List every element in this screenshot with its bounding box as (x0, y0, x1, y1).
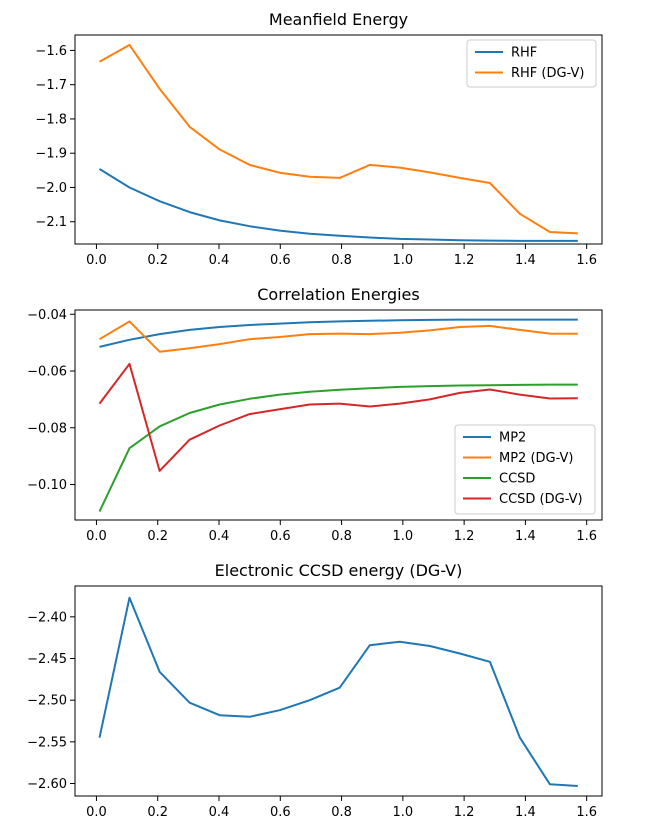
y-tick-label: −0.04 (27, 308, 67, 323)
x-tick-label: 1.4 (515, 805, 536, 820)
y-tick-label: −2.0 (35, 181, 67, 196)
axes-frame (74, 34, 603, 245)
x-tick-label: 0.4 (209, 253, 230, 268)
y-tick-label: −2.50 (27, 694, 67, 709)
y-tick-label: −2.60 (27, 777, 67, 792)
chart-title: Correlation Energies (257, 285, 419, 304)
x-tick-label: 0.4 (209, 529, 230, 544)
x-tick-label: 0.0 (86, 529, 107, 544)
x-tick-label: 0.0 (86, 805, 107, 820)
legend: RHF RHF (DG-V) (466, 39, 597, 88)
x-tick-label: 0.2 (147, 805, 168, 820)
y-tick-label: −0.10 (27, 478, 67, 493)
axes-frame (74, 309, 603, 521)
legend: MP2 MP2 (DG-V) CCSD CCSD (DG-V) (454, 424, 596, 515)
x-tick-label: 1.0 (392, 253, 413, 268)
x-tick-label: 0.2 (147, 253, 168, 268)
chart-title: Electronic CCSD energy (DG-V) (215, 561, 463, 580)
x-tick-label: 0.6 (270, 253, 291, 268)
chart-title: Meanfield Energy (269, 10, 408, 29)
x-tick-label: 1.6 (576, 253, 597, 268)
chart-3: Electronic CCSD energy (DG-V) 0.0 0.2 0.4 0.… (27, 561, 603, 820)
y-tick-label: −2.45 (27, 652, 67, 667)
x-tick-label: 1.6 (576, 529, 597, 544)
series-line-1 (98, 168, 578, 242)
y-tick-label: −1.7 (35, 78, 67, 93)
series-line-1 (99, 318, 578, 348)
y-tick-label: −0.08 (27, 421, 67, 436)
x-tick-label: 0.0 (86, 253, 107, 268)
y-tick-label: −0.06 (27, 365, 67, 380)
x-tick-label: 1.6 (576, 805, 597, 820)
legend-box (454, 424, 596, 515)
x-tick-label: 1.2 (454, 805, 475, 820)
x-tick-label: 0.8 (331, 805, 352, 820)
x-tick-label: 1.2 (454, 529, 475, 544)
x-tick-label: 1.0 (392, 805, 413, 820)
x-tick-label: 0.8 (331, 253, 352, 268)
series-line-4 (98, 362, 578, 472)
y-tick-label: −1.9 (35, 147, 67, 162)
legend-entry: RHF (DG-V) (511, 66, 584, 81)
x-tick-label: 1.0 (392, 529, 413, 544)
y-tick-label: −2.40 (27, 610, 67, 625)
series-line-2 (98, 320, 578, 353)
x-tick-label: 1.2 (454, 253, 475, 268)
x-tick-label: 0.4 (209, 805, 230, 820)
x-tick-label: 0.8 (331, 529, 352, 544)
y-tick-label: −1.6 (35, 44, 67, 59)
y-tick-label: −1.8 (35, 112, 67, 127)
x-tick-label: 1.4 (515, 529, 536, 544)
series-line-3 (98, 383, 578, 512)
legend-entry: CCSD (DG-V) (499, 492, 583, 507)
legend-entry: RHF (511, 46, 537, 61)
series-line-1 (98, 596, 578, 787)
x-tick-label: 0.2 (147, 529, 168, 544)
axes-frame (74, 585, 603, 797)
series-line-2 (99, 43, 578, 235)
legend-entry: MP2 (DG-V) (499, 451, 574, 466)
chart-2: Correlation Energies 0.0 0.2 0.4 0.6 0.8 1.0 1.… (27, 285, 603, 544)
x-tick-label: 0.6 (270, 805, 291, 820)
x-tick-label: 0.6 (270, 529, 291, 544)
chart-1: Meanfield Energy 0.0 0.2 0.4 0.6 0.8 1.0 1.2 1.4… (35, 10, 603, 268)
y-tick-label: −2.1 (35, 215, 67, 230)
y-tick-label: −2.55 (27, 735, 67, 750)
x-tick-label: 1.4 (515, 253, 536, 268)
legend-entry: CCSD (499, 472, 535, 487)
legend-entry: MP2 (499, 431, 526, 446)
